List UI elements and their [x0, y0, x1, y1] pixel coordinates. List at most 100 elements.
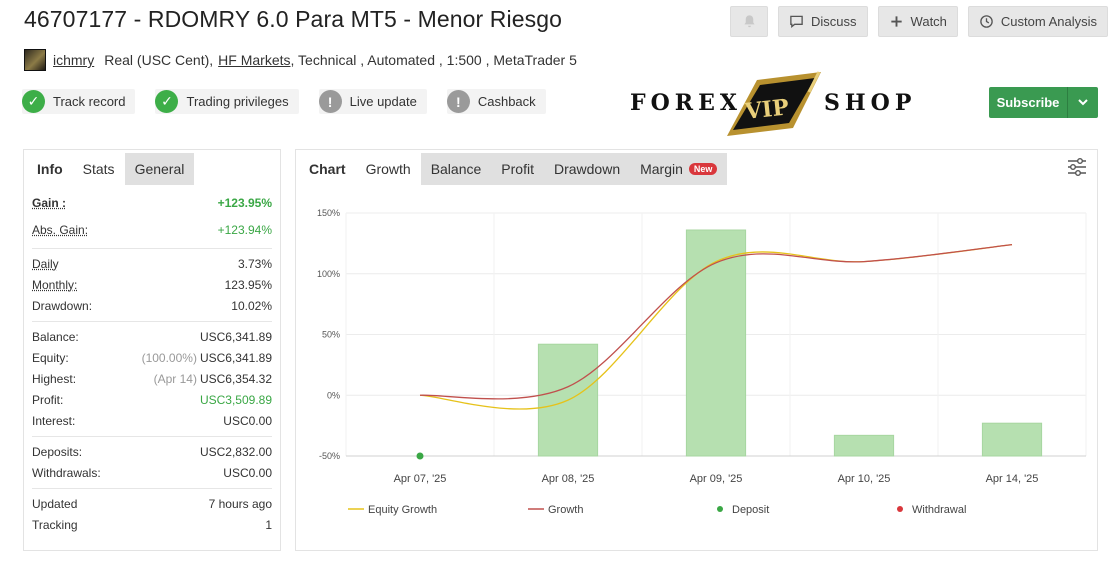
stat-row-profit: Profit: USC3,509.89 — [32, 389, 272, 410]
stats-list: Gain : +123.95% Abs. Gain: +123.94% Dail… — [24, 185, 280, 540]
subscribe-button[interactable]: Subscribe — [989, 87, 1098, 118]
y-tick-label: 0% — [327, 390, 340, 400]
stat-label: Interest: — [32, 413, 76, 428]
logo-emblem: VIP — [727, 71, 821, 136]
check-icon: ✓ — [22, 90, 45, 113]
sliders-icon[interactable] — [1067, 158, 1087, 176]
discuss-label: Discuss — [811, 14, 857, 29]
stat-note: (100.00%) — [141, 350, 197, 365]
stat-row-daily: Daily 3.73% — [32, 253, 272, 274]
deposit-marker — [416, 452, 424, 460]
avatar[interactable] — [24, 49, 46, 71]
badge-cashback[interactable]: ! Cashback — [446, 89, 546, 114]
badge-live-update[interactable]: ! Live update — [318, 89, 427, 114]
badge-track-record[interactable]: ✓ Track record — [22, 89, 136, 114]
watermark-logo: FOREX VIP SHOP — [628, 70, 911, 138]
stat-row-withdrawals: Withdrawals: USC0.00 — [32, 462, 272, 483]
tab-general[interactable]: General — [124, 153, 195, 185]
y-tick-label: 50% — [322, 330, 340, 340]
stat-value: 10.02% — [231, 298, 272, 313]
notify-button[interactable] — [730, 6, 769, 37]
account-info: ichmry Real (USC Cent), HF Markets , Tec… — [24, 49, 577, 71]
x-tick-label: Apr 14, '25 — [986, 473, 1039, 485]
tab-chart[interactable]: Chart — [309, 161, 346, 177]
tab-margin[interactable]: Margin New — [630, 153, 728, 185]
stat-note: (Apr 14) — [153, 371, 197, 386]
tab-info[interactable]: Info — [27, 153, 73, 185]
stat-label[interactable]: Abs. Gain: — [32, 222, 89, 237]
stat-label: Equity: — [32, 350, 69, 365]
stat-label: Balance: — [32, 329, 79, 344]
header-actions: Discuss Watch Custom Analysis — [730, 6, 1108, 37]
stat-row-highest: Highest: (Apr 14) USC6,354.32 — [32, 368, 272, 389]
stat-label: Drawdown: — [32, 298, 93, 313]
tab-growth[interactable]: Growth — [355, 153, 421, 185]
check-icon: ✓ — [155, 90, 179, 113]
y-tick-label: 150% — [317, 208, 340, 218]
balance-group: Balance: USC6,341.89 Equity: (100.00%) US… — [32, 322, 272, 437]
tab-stats[interactable]: Stats — [72, 153, 125, 185]
rates-group: Daily 3.73% Monthly: 123.95% Drawdown: 1… — [32, 249, 272, 322]
legend-label: Growth — [548, 504, 583, 516]
page-title: 46707177 - RDOMRY 6.0 Para MT5 - Menor R… — [24, 6, 563, 32]
bar — [833, 434, 895, 457]
badge-label: Live update — [349, 94, 417, 109]
custom-analysis-button[interactable]: Custom Analysis — [967, 6, 1108, 37]
stat-label: Withdrawals: — [32, 465, 101, 480]
meta-group: Updated 7 hours ago Tracking 1 — [32, 489, 272, 540]
tab-drawdown[interactable]: Drawdown — [543, 153, 631, 185]
stat-label: Tracking — [32, 517, 78, 532]
legend-swatch — [897, 506, 903, 512]
stat-label[interactable]: Daily — [32, 256, 59, 271]
stats-panel: Info Stats General Gain : +123.95% Abs. … — [23, 149, 281, 551]
tab-margin-label: Margin — [640, 161, 683, 177]
stat-value: 123.95% — [224, 277, 272, 292]
tab-balance[interactable]: Balance — [420, 153, 492, 185]
stat-row-balance: Balance: USC6,341.89 — [32, 326, 272, 347]
stat-label[interactable]: Gain : — [32, 195, 67, 210]
chart-panel: Chart Growth Balance Profit Drawdown Mar… — [295, 149, 1098, 551]
user-link[interactable]: ichmry — [53, 52, 95, 68]
stat-value: 1 — [265, 517, 272, 532]
stat-label: Highest: — [32, 371, 77, 386]
comment-icon — [790, 15, 803, 29]
watch-button[interactable]: Watch — [877, 6, 958, 37]
stat-value: USC0.00 — [223, 465, 272, 480]
y-tick-label: 100% — [317, 269, 340, 279]
watch-label: Watch — [910, 14, 947, 29]
legend-label: Withdrawal — [912, 504, 966, 516]
legend-label: Deposit — [732, 504, 769, 516]
x-tick-label: Apr 09, '25 — [690, 473, 743, 485]
stat-row-monthly: Monthly: 123.95% — [32, 274, 272, 295]
stat-label[interactable]: Monthly: — [32, 277, 78, 292]
stat-label: Updated — [32, 496, 78, 511]
stat-value: USC6,354.32 — [199, 371, 272, 386]
logo-text-left: FOREX — [630, 90, 742, 116]
stat-row-deposits: Deposits: USC2,832.00 — [32, 441, 272, 462]
growth-chart: 150% 100% 50% 0% -50% Apr 07, '25 Apr 08, '25 A… — [317, 208, 1087, 516]
chart-tabs: Chart Growth Balance Profit Drawdown Mar… — [296, 150, 1097, 185]
tab-profit[interactable]: Profit — [491, 153, 544, 185]
y-tick-label: -50% — [319, 451, 340, 461]
legend-label: Equity Growth — [368, 504, 437, 516]
logo-text-right: SHOP — [824, 90, 917, 116]
broker-link[interactable]: HF Markets — [218, 52, 291, 68]
bar — [685, 229, 747, 457]
stat-value: USC6,341.89 — [199, 329, 272, 344]
badge-trading-privileges[interactable]: ✓ Trading privileges — [155, 89, 299, 114]
stat-value: +123.95% — [217, 195, 272, 210]
discuss-button[interactable]: Discuss — [778, 6, 868, 37]
legend-swatch — [717, 506, 723, 512]
account-details: , Technical , Automated , 1:500 , MetaTr… — [290, 52, 577, 68]
stat-value: USC0.00 — [223, 413, 272, 428]
logo-text-mid: VIP — [743, 94, 790, 125]
bar — [981, 422, 1043, 457]
stat-row-abs-gain: Abs. Gain: +123.94% — [32, 216, 272, 243]
stat-row-updated: Updated 7 hours ago — [32, 493, 272, 514]
badge-label: Track record — [53, 94, 126, 109]
custom-analysis-label: Custom Analysis — [1000, 14, 1097, 29]
exclamation-icon: ! — [446, 90, 470, 113]
subscribe-label: Subscribe — [989, 87, 1068, 118]
chevron-down-icon[interactable] — [1068, 87, 1098, 118]
stat-value: USC3,509.89 — [199, 392, 272, 407]
